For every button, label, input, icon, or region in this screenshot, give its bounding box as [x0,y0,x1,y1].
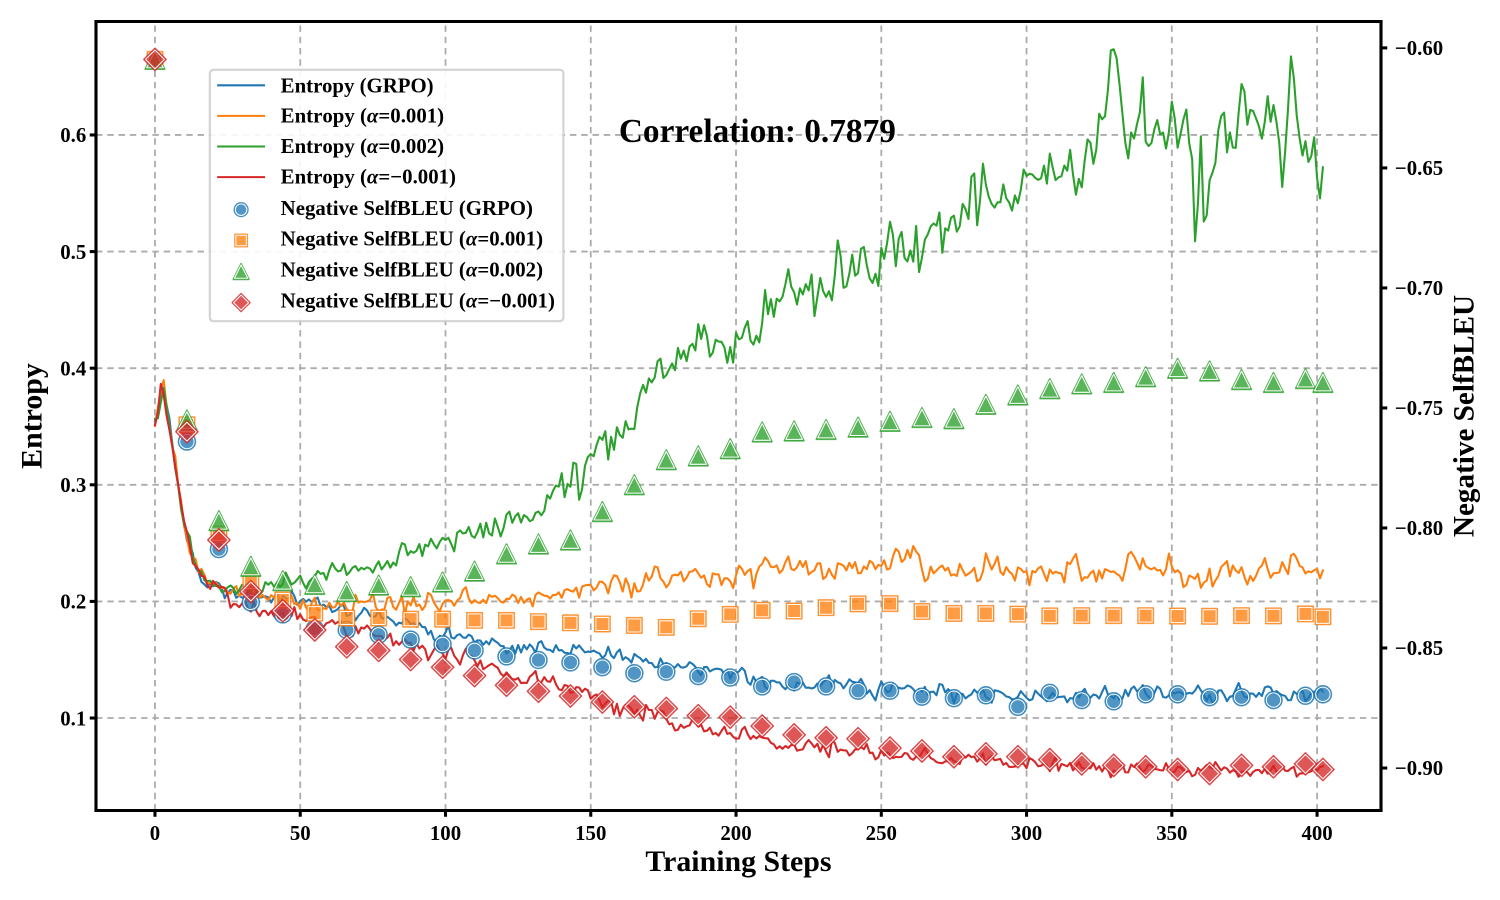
svg-text:350: 350 [1156,821,1187,845]
svg-text:300: 300 [1011,821,1042,845]
svg-text:0: 0 [150,821,160,845]
svg-text:N e g a: N e g a t i v e S e l f B L E U ( = − 0 … [281,287,561,312]
svg-text:Negative SelfBLEU: Negative SelfBLEU [1448,295,1480,537]
svg-text:250: 250 [866,821,897,845]
svg-text:150: 150 [575,821,606,845]
svg-text:−0.75: −0.75 [1395,396,1443,420]
svg-text:E n t r: E n t r o p y ( = 0 . 0 0 1 ) α [281,102,450,127]
svg-text:N e g a: N e g a t i v e S e l f B L E U ( = 0 . … [281,225,549,250]
svg-text:100: 100 [430,821,461,845]
svg-text:0.1: 0.1 [60,706,86,730]
svg-text:50: 50 [290,821,311,845]
svg-text:400: 400 [1301,821,1332,845]
svg-text:Correlation: 0.7879: Correlation: 0.7879 [619,113,896,150]
svg-text:0.2: 0.2 [60,590,86,614]
svg-text:−0.80: −0.80 [1395,516,1443,540]
svg-text:200: 200 [720,821,751,845]
svg-text:−0.65: −0.65 [1395,156,1443,180]
svg-text:E n t r: E n t r o p y ( = 0 . 0 0 2 ) α [281,133,450,158]
svg-text:0.6: 0.6 [60,123,86,147]
svg-text:−0.85: −0.85 [1395,636,1443,660]
svg-text:−0.60: −0.60 [1395,36,1443,60]
svg-text:Entropy (GRPO): Entropy (GRPO) [281,74,434,98]
svg-text:Negative SelfBLEU (GRPO): Negative SelfBLEU (GRPO) [281,196,533,220]
svg-text:−0.70: −0.70 [1395,276,1443,300]
svg-text:Training Steps: Training Steps [645,845,831,878]
svg-text:N e g a: N e g a t i v e S e l f B L E U ( = 0 . … [281,256,549,281]
svg-text:Entropy: Entropy [15,363,48,469]
svg-text:E n t r: E n t r o p y ( = − 0 . 0 0 1 ) α [281,164,462,189]
svg-text:0.5: 0.5 [60,240,86,264]
svg-text:0.3: 0.3 [60,473,86,497]
svg-text:0.4: 0.4 [60,356,87,380]
svg-text:−0.90: −0.90 [1395,756,1443,780]
